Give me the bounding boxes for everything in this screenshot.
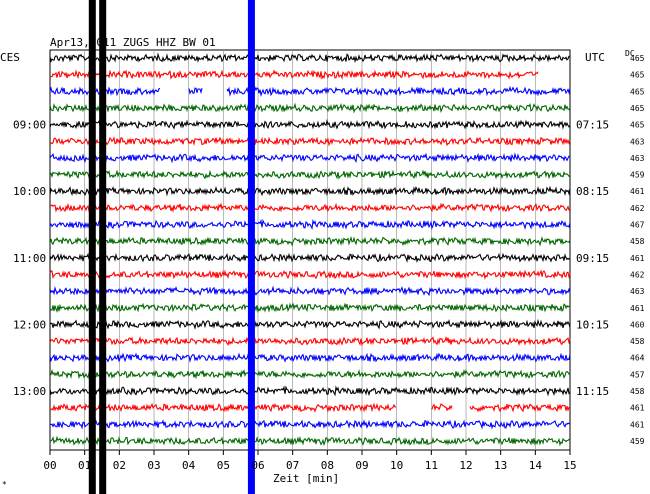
x-axis: 00 01 02 03 04 05 06 07 08 09 10 11 12 13 14 15 [43, 450, 577, 472]
trace-line [49, 169, 571, 180]
x-axis-label: Zeit [min] [273, 472, 339, 485]
event-marker [88, 0, 96, 494]
trace-line [49, 269, 571, 280]
right-hour-label: 08:15 [576, 185, 609, 198]
x-tick-label: 10 [390, 459, 403, 472]
chart-title: Apr13,2011 ZUGS HHZ BW 01 [50, 36, 216, 49]
trace-line [49, 352, 571, 363]
right-hour-labels: 07:15 08:15 09:15 10:15 11:15 [576, 119, 609, 398]
dc-value: 461 [630, 304, 645, 313]
event-marker [99, 0, 107, 494]
x-tick-label: 13 [494, 459, 507, 472]
dc-value: 465 [630, 54, 645, 63]
dc-label: DC [625, 49, 635, 58]
dc-value: 457 [630, 370, 645, 379]
trace-line [49, 336, 571, 347]
trace-line [49, 252, 571, 263]
dc-value: 460 [630, 320, 645, 329]
corner-mark: * [2, 480, 7, 489]
dc-value: 461 [630, 420, 645, 429]
x-tick-label: 01 [78, 459, 91, 472]
x-tick-label: 08 [321, 459, 334, 472]
x-tick-label: 15 [563, 459, 576, 472]
dc-value: 465 [630, 121, 645, 130]
trace-line [49, 435, 571, 447]
trace-line [49, 368, 570, 380]
dc-value: 458 [630, 237, 645, 246]
plot-frame [49, 49, 571, 451]
trace-line [49, 236, 571, 247]
right-hour-label: 10:15 [576, 318, 609, 331]
dc-value: 465 [630, 87, 645, 96]
x-tick-label: 04 [182, 459, 196, 472]
x-tick-label: 00 [43, 459, 56, 472]
trace-line [49, 136, 571, 147]
right-unit-label: UTC [585, 51, 605, 64]
dc-value: 462 [630, 270, 645, 279]
trace-line [49, 202, 571, 213]
trace-line [49, 302, 571, 314]
dc-value: 462 [630, 204, 645, 213]
trace-line [49, 402, 571, 413]
x-tick-label: 06 [251, 459, 264, 472]
x-tick-label: 11 [425, 459, 438, 472]
left-hour-label: 10:00 [13, 185, 46, 198]
x-tick-label: 09 [355, 459, 368, 472]
x-tick-label: 12 [459, 459, 472, 472]
dc-value: 461 [630, 254, 645, 263]
trace-line [49, 152, 571, 164]
dc-value: 463 [630, 137, 645, 146]
traces [49, 52, 571, 447]
x-tick-label: 05 [217, 459, 230, 472]
left-hour-label: 09:00 [13, 119, 46, 132]
trace-line [49, 118, 571, 130]
trace-line [49, 52, 571, 64]
dc-value: 463 [630, 287, 645, 296]
trace-line [49, 385, 571, 397]
event-markers [88, 0, 255, 494]
trace-line [49, 285, 571, 297]
right-hour-label: 11:15 [576, 385, 609, 398]
trace-line [49, 85, 571, 98]
dc-value: 465 [630, 71, 645, 80]
left-hour-label: 13:00 [13, 385, 46, 398]
x-tick-label: 07 [286, 459, 299, 472]
right-hour-label: 09:15 [576, 252, 609, 265]
trace-line [49, 218, 571, 230]
x-tick-label: 03 [147, 459, 160, 472]
trace-line [49, 318, 571, 330]
dc-value: 458 [630, 337, 645, 346]
dc-value: 458 [630, 387, 645, 396]
dc-values: 465 465 465 465 465 463 463 459 461 462 467 458 461 4… [630, 54, 645, 446]
trace-line [49, 419, 571, 430]
dc-value: 467 [630, 221, 645, 230]
x-tick-label: 14 [529, 459, 543, 472]
left-hour-label: 11:00 [13, 252, 46, 265]
left-hour-labels: 09:00 10:00 11:00 12:00 13:00 [13, 119, 46, 398]
trace-line [49, 185, 571, 197]
dc-value: 465 [630, 104, 645, 113]
dc-value: 459 [630, 437, 645, 446]
left-hour-label: 12:00 [13, 318, 46, 331]
trace-line [49, 102, 571, 114]
left-unit-label: CES [0, 51, 20, 64]
event-marker [247, 0, 255, 494]
dc-value: 463 [630, 154, 645, 163]
grid [84, 50, 536, 450]
dc-value: 461 [630, 187, 645, 196]
dc-value: 464 [630, 354, 645, 363]
trace-line [49, 69, 539, 80]
right-hour-label: 07:15 [576, 119, 609, 132]
x-tick-label: 02 [113, 459, 126, 472]
dc-value: 459 [630, 171, 645, 180]
dc-value: 461 [630, 404, 645, 413]
